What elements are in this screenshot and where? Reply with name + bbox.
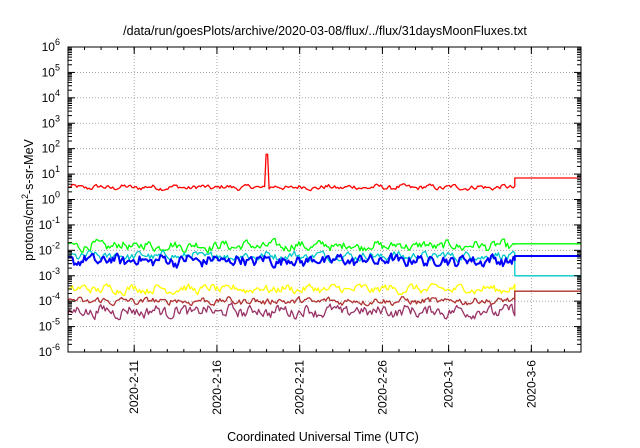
y-tick-label-exponent: -4 [52,291,60,301]
x-axis: 2020-2-11 2020-2-16 2020-2-21 2020-2-26 2020… [67,47,582,415]
series-group [67,153,581,321]
y-tick-label: 102 [42,139,60,156]
x-tick-label: 2020-2-16 [210,360,224,415]
y-tick-label-base: 10 [39,243,53,257]
x-tick-label: 2020-2-11 [127,360,141,414]
y-tick-label: 103 [42,113,60,130]
y-tick-label-base: 10 [42,116,56,130]
y-axis-label-sup: 2 [20,194,30,199]
y-tick-label-base: 10 [42,167,56,181]
y-tick-label-exponent: -5 [52,317,60,327]
y-tick-label-exponent: 0 [55,190,60,200]
y-tick-label: 10-3 [39,266,60,283]
y-tick-label-base: 10 [39,345,53,359]
y-axis-label-rest: -s-sr-MeV [22,138,36,194]
series-line [67,252,581,269]
y-tick-label-exponent: -1 [52,215,60,225]
series-line [67,153,581,192]
y-tick-label-exponent: 1 [55,164,60,174]
y-tick-label-exponent: -3 [52,266,60,276]
y-tick-label-exponent: 6 [55,37,60,47]
y-tick-label: 10-4 [39,291,60,308]
x-tick-label: 2020-2-21 [293,360,307,415]
y-tick-label-base: 10 [39,218,53,232]
y-tick-label-base: 10 [42,193,56,207]
y-tick-label-exponent: -2 [52,240,60,250]
y-tick-label-exponent: 3 [55,113,60,123]
series-line [67,237,581,254]
y-tick-label: 10-6 [39,342,60,359]
series-line [67,249,581,277]
y-tick-label: 100 [42,190,60,207]
x-tick-label: 2020-3-1 [442,360,456,408]
y-tick-label-exponent: 5 [55,62,60,72]
y-tick-label-exponent: -6 [52,342,60,352]
y-tick-label: 106 [42,37,60,54]
y-tick-label-base: 10 [39,320,53,334]
y-tick-label: 10-2 [39,240,60,257]
chart-title: /data/run/goesPlots/archive/2020-03-08/f… [123,24,527,38]
y-tick-label-base: 10 [42,91,56,105]
y-tick-label: 105 [42,62,60,79]
y-axis-label: protons/cm2-s-sr-MeV [20,138,36,260]
y-axis: 10-610-510-410-310-210-11001011021031041… [39,37,581,359]
series-line [67,290,581,321]
series-line [67,283,581,297]
y-tick-label: 10-1 [39,215,60,232]
y-tick-label: 104 [42,88,60,105]
y-tick-label: 101 [42,164,60,181]
y-tick-label-base: 10 [42,65,56,79]
x-axis-label: Coordinated Universal Time (UTC) [227,430,419,444]
series-line [67,290,581,307]
y-tick-label: 10-5 [39,317,60,334]
y-tick-label-exponent: 2 [55,139,60,149]
y-axis-label-base: protons/cm [22,199,36,261]
x-tick-label: 2020-3-6 [524,360,538,408]
y-tick-label-base: 10 [42,142,56,156]
y-tick-label-base: 10 [39,269,53,283]
y-tick-label-base: 10 [39,294,53,308]
x-tick-label: 2020-2-26 [375,360,389,415]
y-tick-label-base: 10 [42,40,56,54]
y-tick-label-exponent: 4 [55,88,60,98]
